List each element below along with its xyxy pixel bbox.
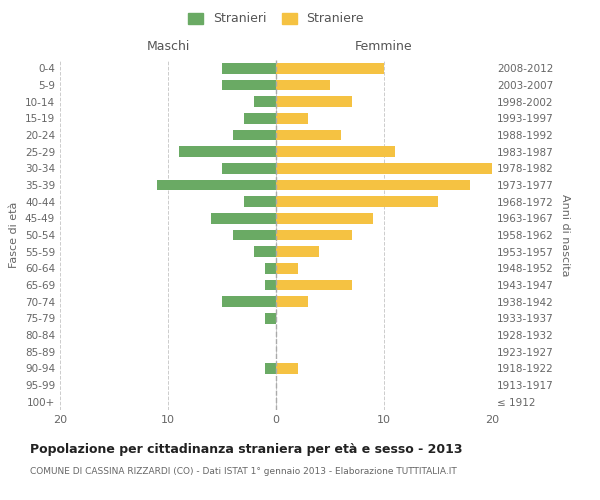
Text: Maschi: Maschi (146, 40, 190, 53)
Text: COMUNE DI CASSINA RIZZARDI (CO) - Dati ISTAT 1° gennaio 2013 - Elaborazione TUTT: COMUNE DI CASSINA RIZZARDI (CO) - Dati I… (30, 468, 457, 476)
Bar (276, 163, 492, 174)
Text: Popolazione per cittadinanza straniera per età e sesso - 2013: Popolazione per cittadinanza straniera p… (30, 442, 463, 456)
Bar (222, 63, 276, 74)
Bar (276, 96, 352, 107)
Bar (265, 363, 276, 374)
Bar (276, 63, 384, 74)
Bar (233, 130, 276, 140)
Bar (265, 263, 276, 274)
Bar (276, 196, 438, 207)
Bar (276, 246, 319, 257)
Bar (276, 296, 308, 307)
Bar (244, 196, 276, 207)
Bar (276, 146, 395, 157)
Bar (233, 230, 276, 240)
Bar (157, 180, 276, 190)
Bar (244, 113, 276, 124)
Bar (276, 180, 470, 190)
Bar (276, 363, 298, 374)
Y-axis label: Anni di nascita: Anni di nascita (560, 194, 570, 276)
Bar (222, 80, 276, 90)
Legend: Stranieri, Straniere: Stranieri, Straniere (184, 8, 368, 29)
Bar (254, 96, 276, 107)
Bar (276, 213, 373, 224)
Text: Femmine: Femmine (355, 40, 413, 53)
Bar (265, 313, 276, 324)
Bar (276, 80, 330, 90)
Bar (276, 130, 341, 140)
Bar (265, 280, 276, 290)
Bar (222, 163, 276, 174)
Bar (276, 230, 352, 240)
Bar (222, 296, 276, 307)
Bar (179, 146, 276, 157)
Y-axis label: Fasce di età: Fasce di età (10, 202, 19, 268)
Bar (276, 280, 352, 290)
Bar (276, 263, 298, 274)
Bar (211, 213, 276, 224)
Bar (276, 113, 308, 124)
Bar (254, 246, 276, 257)
